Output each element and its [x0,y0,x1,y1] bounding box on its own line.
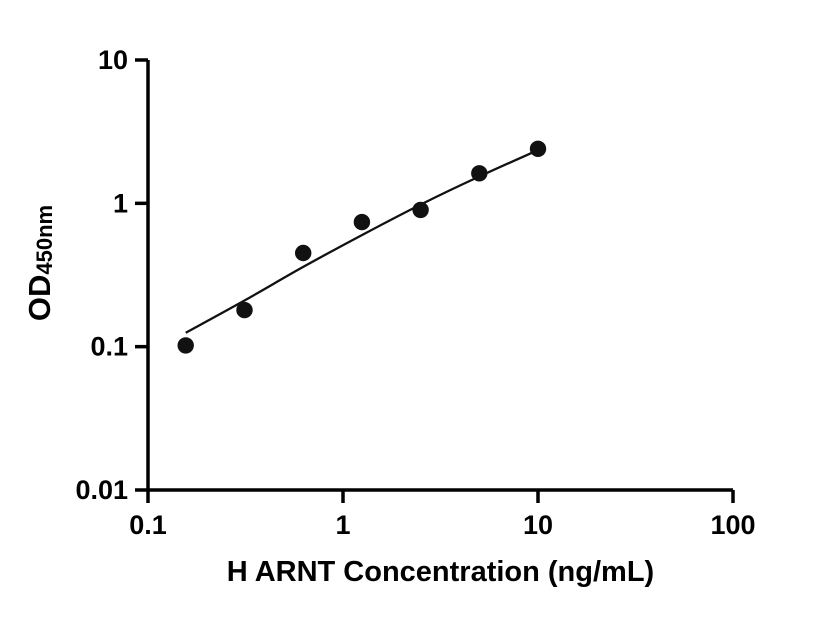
x-axis-title: H ARNT Concentration (ng/mL) [226,556,655,588]
y-tick-label: 1 [113,188,128,218]
data-point [529,140,547,157]
data-point [295,244,312,262]
data-point [177,337,194,354]
data-point [353,213,371,231]
y-tick-label: 0.01 [75,475,128,505]
x-tick-label: 100 [710,510,755,540]
data-point [412,201,429,219]
y-axis-title: OD450nm [19,133,61,393]
data-point [471,165,488,182]
x-tick-label: 1 [335,510,350,540]
y-axis-title-main: OD [22,274,57,322]
data-point [236,301,253,319]
y-axis-title-sub: 450nm [32,204,57,275]
x-tick-label: 10 [523,510,553,540]
axis-lines [146,60,733,492]
x-tick-label: 0.1 [129,510,167,540]
y-tick-label: 10 [98,45,128,75]
y-tick-label: 0.1 [90,332,128,362]
